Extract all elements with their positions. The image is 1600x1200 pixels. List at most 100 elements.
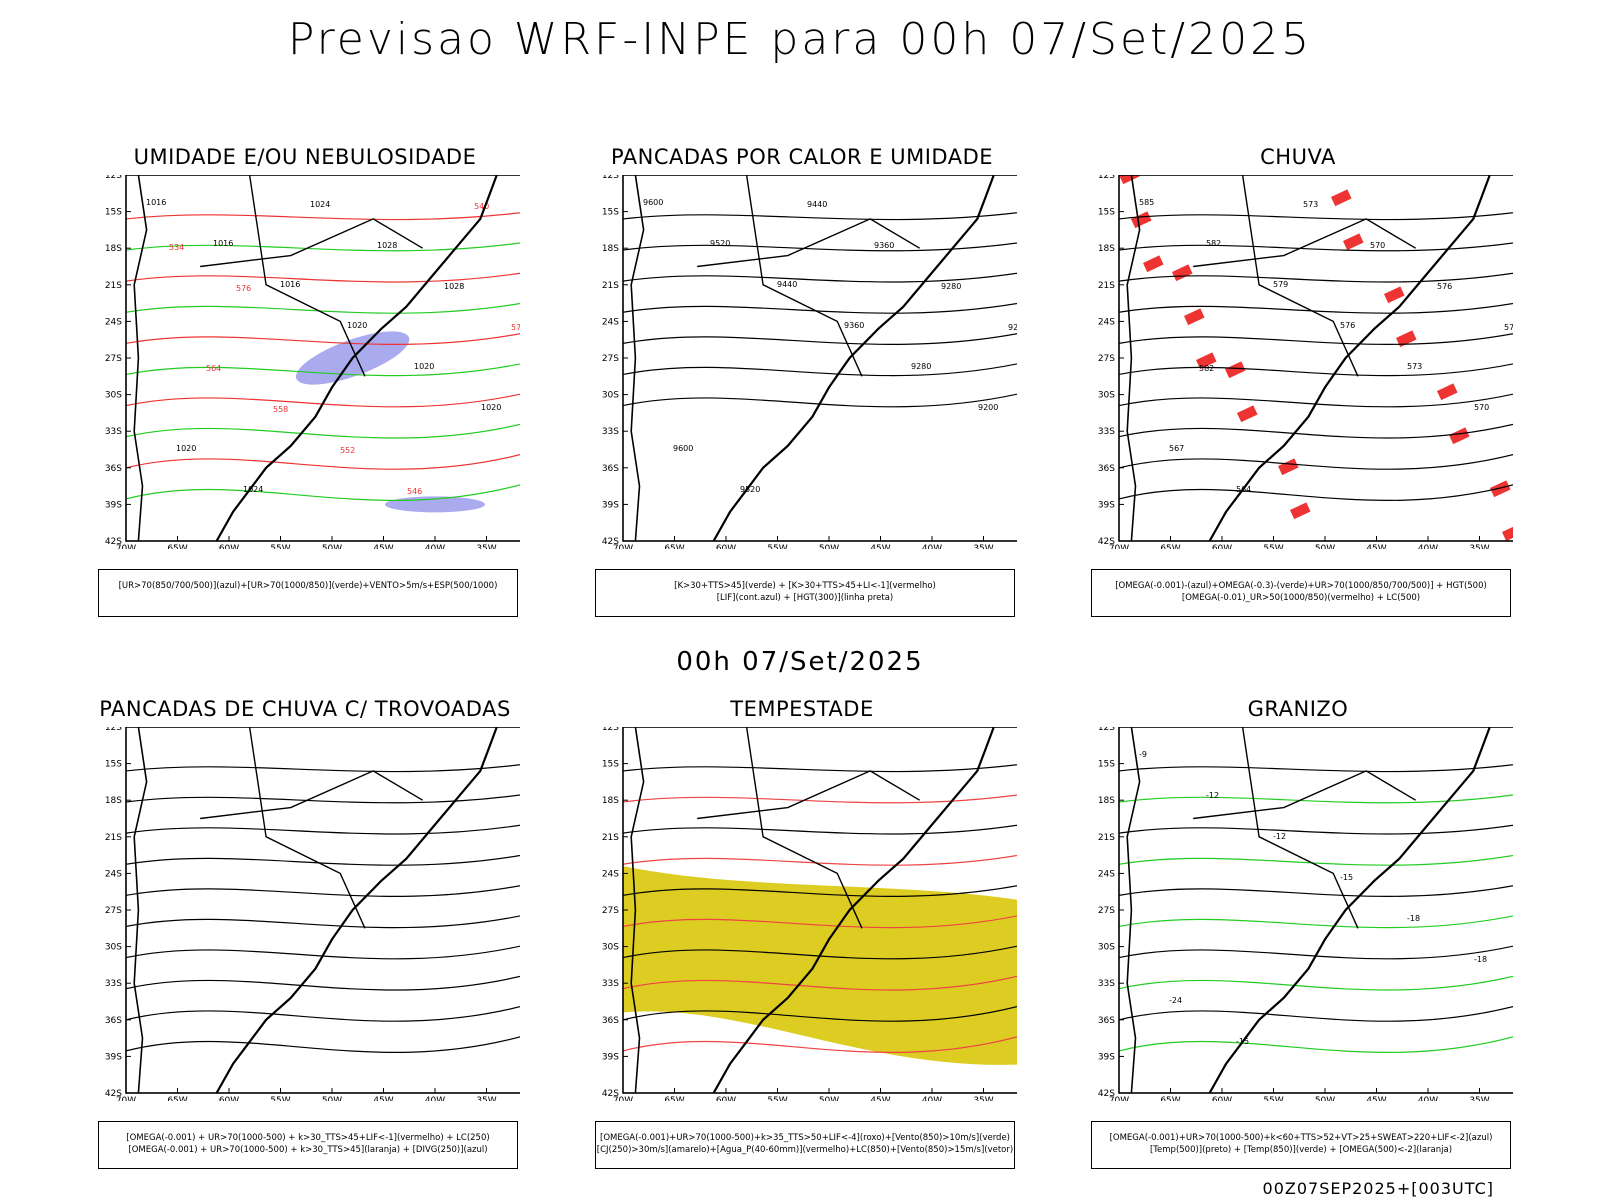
lon-tick-label: 45W xyxy=(373,1096,393,1101)
contour-line xyxy=(1118,794,1513,804)
contour-line xyxy=(125,794,520,804)
lon-tick-label: 70W xyxy=(1109,544,1129,549)
lat-tick-label: 36S xyxy=(602,464,619,474)
contour-label: 567 xyxy=(1169,444,1184,453)
mid-date-label: 00h 07/Set/2025 xyxy=(676,647,924,677)
legend-box: [OMEGA(-0.001)+UR>70(1000-500)+k<60+TTS>… xyxy=(1091,1121,1511,1169)
rain-patch xyxy=(1172,264,1193,282)
lat-tick-label: 12S xyxy=(105,727,122,733)
lon-tick-label: 45W xyxy=(1366,544,1386,549)
lon-tick-label: 35W xyxy=(1469,544,1489,549)
lon-tick-label: 50W xyxy=(819,1096,839,1101)
lat-tick-label: 18S xyxy=(602,244,619,254)
contour-label: 1028 xyxy=(377,241,397,250)
state-border xyxy=(1241,175,1359,377)
lat-tick-label: 24S xyxy=(1098,317,1115,327)
rain-patch xyxy=(1278,458,1299,476)
contour-label: 9200 xyxy=(978,403,998,412)
contour-label: 9600 xyxy=(643,198,663,207)
contour-label: 9200 xyxy=(1008,323,1017,332)
contour-line xyxy=(125,423,520,439)
lon-tick-label: 55W xyxy=(1263,544,1283,549)
legend-line: [OMEGA(-0.001) + UR>70(1000-500) + k>30_… xyxy=(128,1145,488,1155)
contour-line xyxy=(125,885,520,897)
coastline xyxy=(1208,727,1491,1094)
lat-tick-label: 30S xyxy=(1098,943,1115,953)
legend-line: [OMEGA(-0.001)+UR>70(1000-500)+k<60+TTS>… xyxy=(1109,1133,1493,1143)
lat-tick-label: 15S xyxy=(1098,760,1115,770)
state-border xyxy=(745,175,863,377)
contour-line xyxy=(1118,423,1513,439)
lat-tick-label: 27S xyxy=(1098,906,1115,916)
contour-line xyxy=(125,302,520,314)
legend-box: [UR>70(850/700/500)](azul)+[UR>70(1000/8… xyxy=(98,569,518,617)
panel-title: GRANIZO xyxy=(1247,697,1349,721)
contour-line xyxy=(125,212,520,221)
lat-tick-label: 12S xyxy=(1098,727,1115,733)
lon-tick-label: 40W xyxy=(425,544,445,549)
contour-line xyxy=(1118,1036,1513,1053)
lat-tick-label: 39S xyxy=(602,500,619,510)
main-title: Previsao WRF-INPE para 00h 07/Set/2025 xyxy=(287,14,1313,65)
lat-tick-label: 18S xyxy=(105,244,122,254)
contour-label: 573 xyxy=(1303,200,1318,209)
state-border xyxy=(248,175,366,377)
rain-patch xyxy=(1290,502,1311,520)
contour-line xyxy=(125,363,520,377)
lat-tick-label: 36S xyxy=(1098,464,1115,474)
rain-patch xyxy=(1237,405,1258,423)
contour-label: 585 xyxy=(1139,198,1154,207)
contour-line xyxy=(125,333,520,345)
legend-line: [OMEGA(-0.001) + UR>70(1000-500) + k>30_… xyxy=(126,1133,490,1143)
contour-line xyxy=(1118,363,1513,377)
contour-label: 1016 xyxy=(280,280,300,289)
panel-granizo: GRANIZO -9 -12 -12 -15 -18 -18 -24 -15 12S 15S 18S… xyxy=(1063,697,1533,1197)
lat-tick-label: 15S xyxy=(1098,208,1115,218)
contour-line xyxy=(1118,302,1513,314)
lat-tick-label: 33S xyxy=(602,427,619,437)
lon-tick-label: 60W xyxy=(716,1096,736,1101)
lon-tick-label: 35W xyxy=(973,544,993,549)
contour-line xyxy=(1118,393,1513,408)
contour-label: 582 xyxy=(1206,239,1221,248)
lon-tick-label: 70W xyxy=(116,544,136,549)
contour-label: 9520 xyxy=(710,239,730,248)
contour-line xyxy=(622,1036,1017,1053)
coastline-west xyxy=(630,175,645,542)
lat-tick-label: 24S xyxy=(602,317,619,327)
contour-line xyxy=(1118,945,1513,960)
panel-title: UMIDADE E/OU NEBULOSIDADE xyxy=(133,145,477,169)
contour-label: 9440 xyxy=(777,280,797,289)
lat-tick-label: 39S xyxy=(105,500,122,510)
lat-tick-label: 33S xyxy=(602,979,619,989)
lon-tick-label: 50W xyxy=(819,544,839,549)
contour-line xyxy=(1118,975,1513,991)
lat-tick-label: 42S xyxy=(602,537,619,547)
contour-label: 1024 xyxy=(310,200,330,209)
rain-patch xyxy=(1396,330,1417,348)
legend-line: [OMEGA(-0.001)+UR>70(1000-500)+k>35_TTS>… xyxy=(600,1133,1010,1143)
panel-umidade: UMIDADE E/OU NEBULOSIDADE 1016 1016 1016 10… xyxy=(70,145,540,645)
contour-line xyxy=(1118,824,1513,835)
lat-tick-label: 21S xyxy=(105,833,122,843)
plot-frame xyxy=(1118,727,1513,1094)
contour-label: 9520 xyxy=(740,485,760,494)
coastline-west xyxy=(630,727,645,1094)
contour-line xyxy=(125,1005,520,1022)
contour-label: 579 xyxy=(1504,323,1513,332)
lon-tick-label: 45W xyxy=(870,1096,890,1101)
lon-tick-label: 55W xyxy=(767,544,787,549)
contour-line xyxy=(622,272,1017,283)
jet-area xyxy=(623,866,1017,1065)
map-plot: 1016 1016 1016 1020 1020 1020 1020 1024 1024 1028… xyxy=(105,175,520,549)
contour-label: 576 xyxy=(236,284,251,293)
coastline xyxy=(712,175,995,542)
legend-line: [LIF](cont.azul) + [HGT(300)](linha pret… xyxy=(716,593,894,603)
legend-box: [OMEGA(-0.001) + UR>70(1000-500) + k>30_… xyxy=(98,1121,518,1169)
lat-tick-label: 30S xyxy=(105,391,122,401)
lat-tick-label: 30S xyxy=(602,391,619,401)
contour-label: 9360 xyxy=(874,241,894,250)
lat-tick-label: 42S xyxy=(1098,537,1115,547)
lon-tick-label: 40W xyxy=(425,1096,445,1101)
lon-tick-label: 55W xyxy=(270,544,290,549)
